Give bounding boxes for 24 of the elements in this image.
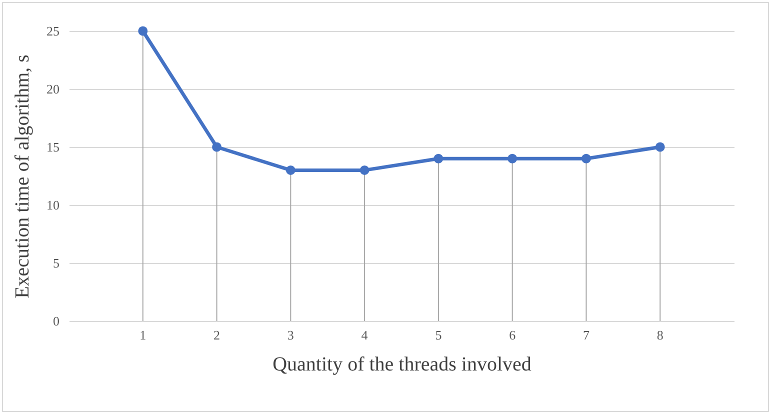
x-tick-label: 5 [435,328,442,342]
x-tick-label: 2 [214,328,220,342]
x-tick-label: 8 [656,328,664,342]
y-tick-label: 10 [46,198,60,212]
y-tick-label: 5 [53,256,60,270]
x-axis-title: Quantity of the threads involved [272,354,532,376]
point [581,154,591,164]
y-axis-title: Execution time of algorithm, s [12,54,34,298]
x-tick-label: 3 [287,328,294,342]
x-tick-label: 4 [361,328,368,342]
x-tick-label: 7 [582,328,590,342]
x-tick-label: 6 [509,328,516,342]
y-tick-label: 20 [46,82,60,96]
point [286,165,296,175]
y-tick-label: 0 [53,314,60,328]
y-tick-label: 25 [46,24,60,38]
point [212,142,222,152]
point [360,165,370,175]
point [434,154,444,164]
x-tick-label: 1 [140,328,146,342]
point [138,26,148,36]
point [508,154,518,164]
point [655,142,665,152]
y-tick-label: 15 [46,140,60,154]
